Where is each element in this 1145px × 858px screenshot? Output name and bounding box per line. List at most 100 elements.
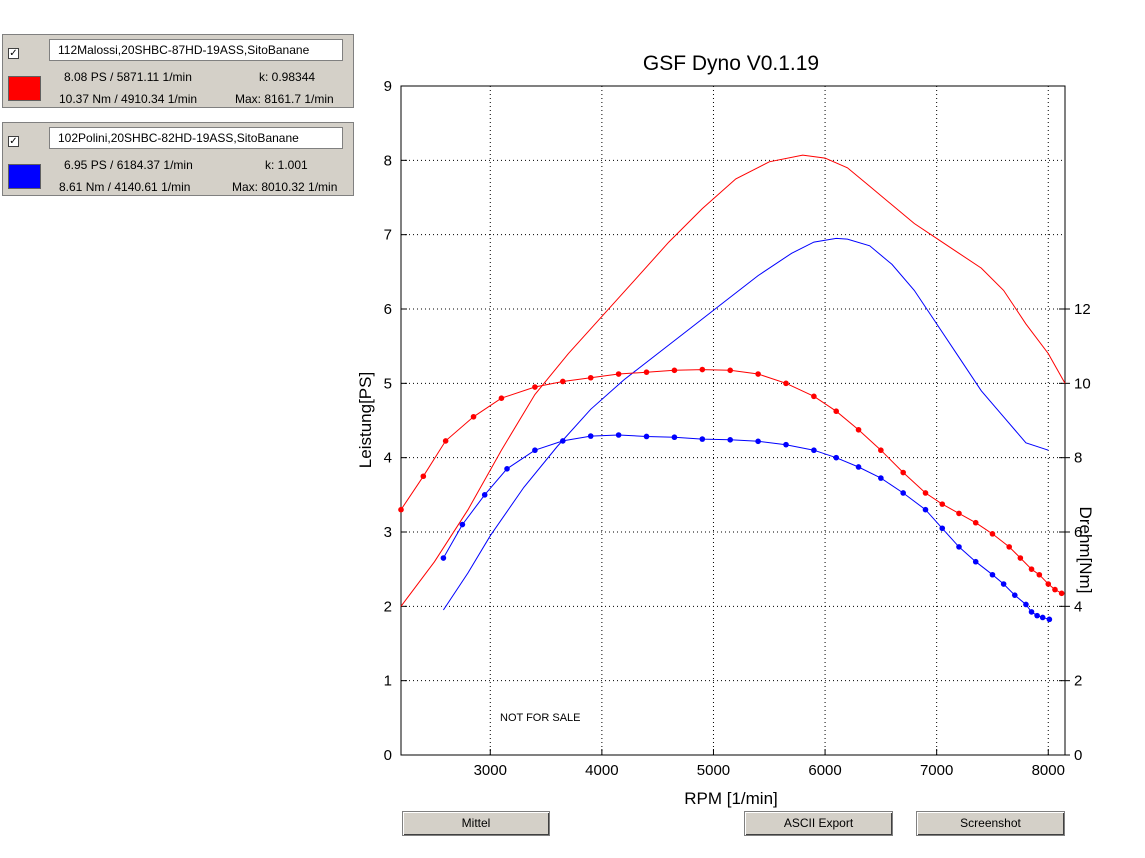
torque-point [420, 473, 427, 480]
torque-point [442, 438, 449, 444]
torque-point [615, 371, 622, 377]
torque-curve-3 [400, 369, 1062, 594]
run-1-checkbox[interactable]: ✓ [8, 48, 19, 59]
x-tick-label: 4000 [585, 762, 618, 779]
x-tick-label: 7000 [920, 762, 953, 779]
run-panel-2: ✓ 102Polini,20SHBC-82HD-19ASS,SitoBanane… [2, 122, 354, 196]
torque-point [989, 571, 996, 578]
torque-point [922, 506, 929, 513]
torque-point [855, 426, 862, 433]
y-tick-label: 6 [384, 301, 392, 318]
torque-point [755, 438, 761, 445]
run-1-max: Max: 8161.7 1/min [235, 92, 334, 106]
torque-point [1052, 586, 1058, 593]
chart-series [398, 154, 1066, 623]
x-tick-label: 5000 [697, 762, 730, 779]
torque-point [481, 492, 488, 498]
torque-point [922, 490, 929, 496]
torque-point [587, 374, 594, 381]
torque-point [956, 544, 962, 550]
torque-point [878, 475, 884, 481]
run-1-color-swatch[interactable] [8, 76, 41, 101]
torque-point [699, 436, 706, 442]
torque-point [755, 371, 761, 377]
torque-point [939, 501, 946, 507]
torque-point [560, 438, 566, 444]
torque-point [833, 408, 840, 415]
torque-point [989, 531, 996, 537]
plot-frame [400, 85, 1066, 756]
torque-point [699, 366, 706, 373]
torque-point [727, 437, 734, 443]
torque-point [1017, 555, 1024, 561]
torque-point [727, 367, 734, 374]
run-2-torque: 8.61 Nm / 4140.61 1/min [59, 180, 191, 194]
y2-tick-label: 2 [1074, 673, 1082, 690]
y-axis-label-right: Drehm[Nm] [1076, 507, 1095, 594]
torque-point [398, 506, 404, 513]
y-tick-label: 8 [384, 152, 392, 169]
x-tick-label: 3000 [474, 762, 507, 779]
torque-point [972, 519, 979, 526]
y-tick-label: 3 [384, 524, 392, 541]
run-1-k: k: 0.98344 [259, 70, 316, 84]
run-1-power: 8.08 PS / 5871.11 1/min [64, 70, 192, 84]
torque-point [671, 434, 678, 441]
torque-point [1045, 581, 1052, 587]
torque-point [643, 369, 650, 375]
ascii-export-button[interactable]: ASCII Export [744, 811, 893, 836]
run-2-name-field[interactable]: 102Polini,20SHBC-82HD-19ASS,SitoBanane [49, 127, 343, 149]
y2-tick-label: 6 [1074, 524, 1082, 541]
torque-point [470, 413, 477, 420]
y-tick-label: 9 [384, 78, 392, 95]
torque-point [1046, 616, 1053, 623]
run-1-name-field[interactable]: 112Malossi,20SHBC-87HD-19ASS,SitoBanane [49, 39, 343, 61]
power-curve-2 [442, 237, 1049, 611]
torque-point [671, 367, 678, 374]
run-2-max: Max: 8010.32 1/min [232, 180, 338, 194]
torque-point [1028, 566, 1035, 572]
torque-point [1036, 571, 1043, 578]
torque-point [1006, 544, 1013, 550]
x-tick-label: 6000 [808, 762, 841, 779]
torque-point [811, 447, 817, 454]
run-2-checkbox[interactable]: ✓ [8, 136, 19, 147]
x-axis-label: RPM [1/min] [684, 789, 778, 808]
screenshot-button[interactable]: Screenshot [916, 811, 1065, 836]
torque-point [1028, 609, 1035, 615]
y-tick-label: 2 [384, 598, 392, 615]
torque-point [972, 558, 979, 565]
y-tick-label: 1 [384, 673, 392, 690]
power-curve-1 [400, 154, 1066, 607]
torque-point [783, 441, 789, 448]
torque-point [1034, 612, 1040, 619]
chart-grid [401, 86, 1065, 755]
y-tick-label: 7 [384, 227, 392, 244]
run-1-torque: 10.37 Nm / 4910.34 1/min [59, 92, 198, 106]
torque-point [498, 395, 505, 402]
torque-point [1023, 601, 1029, 608]
torque-curve-4 [442, 434, 1050, 620]
y-tick-label: 4 [384, 450, 392, 467]
torque-point [1039, 614, 1046, 621]
y2-tick-label: 12 [1074, 301, 1091, 318]
chart-ticks: 3000 4000 5000 6000 7000 80000123456789024681… [384, 78, 1091, 779]
run-2-k: k: 1.001 [265, 158, 308, 172]
torque-point [615, 432, 622, 438]
run-2-color-swatch[interactable] [8, 164, 41, 189]
run-panel-1: ✓ 112Malossi,20SHBC-87HD-19ASS,SitoBanan… [2, 34, 354, 108]
chart-title: GSF Dyno V0.1.19 [643, 52, 819, 75]
torque-point [532, 384, 538, 390]
torque-point [587, 433, 594, 439]
torque-point [833, 454, 840, 461]
y-tick-label: 5 [384, 375, 392, 392]
torque-point [956, 510, 962, 517]
torque-point [643, 433, 650, 440]
torque-point [811, 393, 817, 400]
torque-point [459, 521, 466, 528]
mittel-button[interactable]: Mittel [402, 811, 550, 836]
torque-point [878, 447, 884, 454]
torque-point [532, 447, 538, 454]
torque-point [939, 525, 946, 532]
